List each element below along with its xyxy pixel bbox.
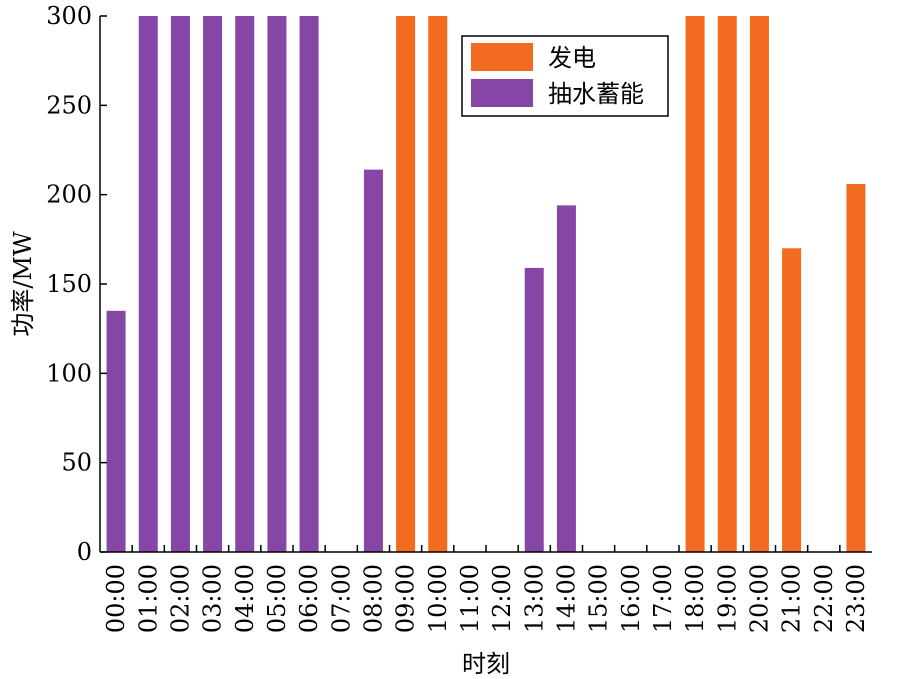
bar-generation-23:00 [846,183,866,552]
bar-generation-19:00 [717,16,737,552]
legend-swatch [471,43,533,71]
x-tick-label: 00:00 [102,564,130,633]
x-tick-label: 06:00 [295,564,323,633]
bar-generation-20:00 [749,16,769,552]
x-tick-label: 01:00 [134,564,162,633]
y-tick-label: 100 [46,359,92,387]
x-tick-label: 05:00 [263,564,291,633]
x-tick-label: 22:00 [810,564,838,633]
bar-generation-21:00 [782,248,802,552]
bar-pumped-storage-01:00 [138,16,158,552]
y-tick-label: 0 [77,538,92,566]
bar-pumped-storage-08:00 [363,169,383,552]
bar-pumped-storage-05:00 [267,16,287,552]
legend-label: 发电 [548,44,596,72]
bar-generation-09:00 [396,16,416,552]
y-axis-title: 功率/MW [9,231,37,337]
axes-group: 0 50 100 150 200 250 300 00:00 01:00 02:00 03:00 04… [46,2,872,633]
x-tick-label: 23:00 [842,564,870,633]
bar-generation-18:00 [685,16,705,552]
x-tick-label: 14:00 [552,564,580,633]
bar-pumped-storage-06:00 [299,16,319,552]
x-tick-label: 09:00 [392,564,420,633]
x-tick-label: 08:00 [359,564,387,633]
bar-pumped-storage-13:00 [524,267,544,552]
y-tick-label: 150 [46,270,92,298]
bar-pumped-storage-04:00 [235,16,255,552]
y-tick-label: 50 [61,449,92,477]
y-tick-label: 300 [46,2,92,30]
bar-generation-10:00 [428,16,448,552]
x-axis-title: 时刻 [462,650,510,678]
x-tick-label: 20:00 [745,564,773,633]
x-tick-label: 04:00 [231,564,259,633]
x-tick-label: 17:00 [649,564,677,633]
legend-swatch [471,79,533,107]
x-tick-label: 11:00 [456,564,484,633]
bars-group [106,16,866,552]
x-tick-label: 02:00 [166,564,194,633]
x-tick-label: 13:00 [520,564,548,633]
x-tick-label: 15:00 [585,564,613,633]
legend-label: 抽水蓄能 [548,80,644,108]
x-tick-label: 03:00 [199,564,227,633]
bar-pumped-storage-02:00 [170,16,190,552]
bar-pumped-storage-03:00 [203,16,223,552]
x-tick-label: 21:00 [778,564,806,633]
x-tick-label: 12:00 [488,564,516,633]
x-tick-label: 18:00 [681,564,709,633]
y-tick-label: 250 [46,91,92,119]
x-tick-label: 07:00 [327,564,355,633]
bar-pumped-storage-00:00 [106,310,126,552]
x-tick-label: 19:00 [713,564,741,633]
y-tick-label: 200 [46,181,92,209]
x-tick-label: 16:00 [617,564,645,633]
bar-pumped-storage-14:00 [556,205,576,552]
x-tick-label: 10:00 [424,564,452,633]
